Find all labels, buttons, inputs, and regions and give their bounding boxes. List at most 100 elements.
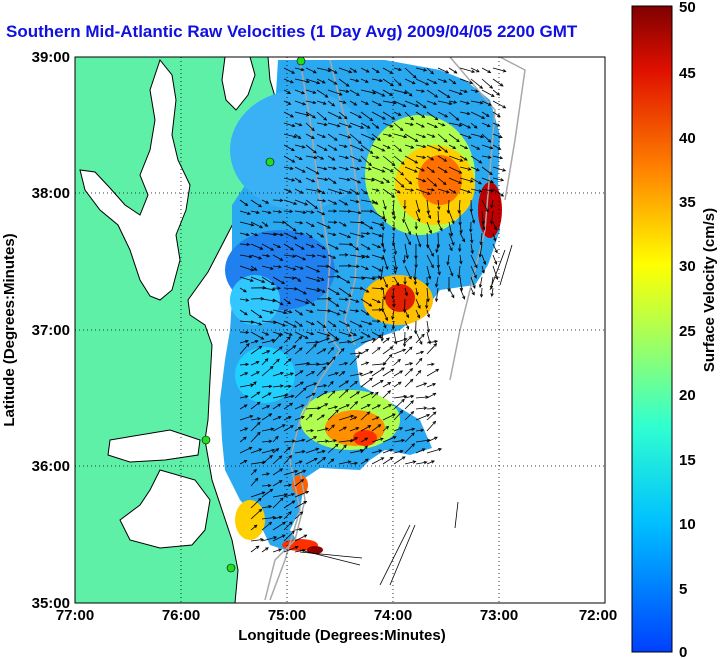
velocity-arrowhead <box>409 378 414 383</box>
velocity-arrowhead <box>291 439 296 443</box>
velocity-arrowhead <box>399 427 404 431</box>
velocity-arrow <box>283 372 294 377</box>
velocity-arrowhead <box>302 169 306 173</box>
velocity-arrowhead <box>310 244 315 248</box>
velocity-arrow <box>403 254 406 263</box>
velocity-arrowhead <box>415 291 419 296</box>
velocity-arrow <box>360 458 369 465</box>
velocity-arrowhead <box>417 218 421 223</box>
velocity-arrowhead <box>302 469 307 473</box>
velocity-arrowhead <box>368 162 372 167</box>
velocity-arrowhead <box>474 264 478 269</box>
velocity-arrow <box>382 287 385 300</box>
velocity-arrow <box>458 199 461 213</box>
velocity-arrow <box>272 254 283 261</box>
velocity-arrowhead <box>365 348 370 353</box>
velocity-arrowhead <box>245 298 250 302</box>
velocity-arrow <box>393 122 404 131</box>
velocity-arrowhead <box>475 69 480 73</box>
velocity-arrow <box>239 298 249 301</box>
velocity-arrowhead <box>458 248 462 253</box>
y-tick-label: 38:00 <box>32 185 70 202</box>
velocity-arrowhead <box>359 449 364 453</box>
velocity-arrowhead <box>301 450 306 454</box>
velocity-arrow <box>404 89 413 97</box>
velocity-arrow <box>426 460 435 465</box>
velocity-arrow <box>393 410 403 421</box>
velocity-arrowhead <box>479 101 484 105</box>
velocity-arrow <box>459 221 462 234</box>
velocity-arrow <box>283 122 295 127</box>
velocity-arrow <box>294 155 303 160</box>
velocity-arrow <box>459 287 465 300</box>
velocity-arrowhead <box>381 226 385 231</box>
velocity-arrow <box>349 391 360 399</box>
chesapeake-bay <box>79 58 191 301</box>
velocity-arrowhead <box>313 382 318 386</box>
velocity-arrowhead <box>372 91 377 95</box>
velocity-arrow <box>283 530 295 542</box>
station-markers <box>201 57 306 573</box>
velocity-arrowhead <box>333 81 338 85</box>
velocity-arrowhead <box>359 372 364 376</box>
velocity-arrowhead <box>323 147 328 151</box>
velocity-arrowhead <box>315 447 320 451</box>
velocity-arrow <box>338 444 347 454</box>
velocity-arrow <box>283 500 296 509</box>
velocity-arrow <box>338 426 347 432</box>
velocity-arrowhead <box>267 392 272 396</box>
velocity-arrow <box>305 221 315 227</box>
velocity-arrowhead <box>273 536 278 540</box>
velocity-arrowhead <box>245 330 250 335</box>
velocity-arrow <box>327 406 338 410</box>
y-tick-label: 39:00 <box>32 49 70 66</box>
velocity-arrow <box>470 210 475 224</box>
velocity-arrowhead <box>487 69 492 74</box>
velocity-arrowhead <box>485 113 490 117</box>
velocity-arrow <box>360 287 369 293</box>
velocity-arrow <box>294 254 306 261</box>
velocity-arrow <box>349 298 359 303</box>
velocity-arrow <box>294 122 302 126</box>
velocity-arrowhead <box>481 115 486 119</box>
velocity-arrow <box>371 438 384 443</box>
velocity-arrow <box>426 89 438 98</box>
velocity-arrow <box>250 469 257 476</box>
velocity-arrowhead <box>366 411 371 415</box>
velocity-arrow <box>272 243 281 248</box>
velocity-arrowhead <box>355 247 360 251</box>
velocity-arrowhead <box>448 101 453 106</box>
velocity-arrow <box>283 336 291 344</box>
velocity-arrowhead <box>375 188 380 192</box>
velocity-arrow <box>360 89 376 94</box>
velocity-arrowhead <box>464 145 469 149</box>
velocity-arrowhead <box>421 333 425 338</box>
velocity-arrowhead <box>410 394 415 399</box>
velocity-arrow <box>349 155 362 162</box>
velocity-arrowhead <box>336 124 341 128</box>
velocity-arrowhead <box>433 343 438 347</box>
velocity-arrowhead <box>389 169 394 173</box>
velocity-arrowhead <box>292 276 296 280</box>
velocity-arrow <box>436 243 439 253</box>
velocity-arrow <box>272 276 285 284</box>
velocity-arrowhead <box>244 312 248 316</box>
velocity-arrowhead <box>383 324 387 329</box>
velocity-arrow <box>382 100 396 104</box>
velocity-arrowhead <box>380 286 385 291</box>
velocity-arrow <box>283 67 295 74</box>
velocity-arrowhead <box>267 483 272 488</box>
velocity-arrowhead <box>349 242 354 247</box>
velocity-arrow <box>283 493 295 498</box>
velocity-arrowhead <box>322 456 327 461</box>
velocity-arrow <box>261 358 269 366</box>
velocity-arrowhead <box>443 79 448 83</box>
velocity-arrowhead <box>302 102 307 106</box>
velocity-arrowhead <box>487 155 492 159</box>
velocity-arrow <box>239 363 249 366</box>
velocity-arrowhead <box>377 137 381 141</box>
velocity-arrow <box>294 287 307 295</box>
velocity-arrow <box>327 155 335 161</box>
velocity-arrowhead <box>402 219 406 224</box>
velocity-arrow <box>349 254 365 258</box>
